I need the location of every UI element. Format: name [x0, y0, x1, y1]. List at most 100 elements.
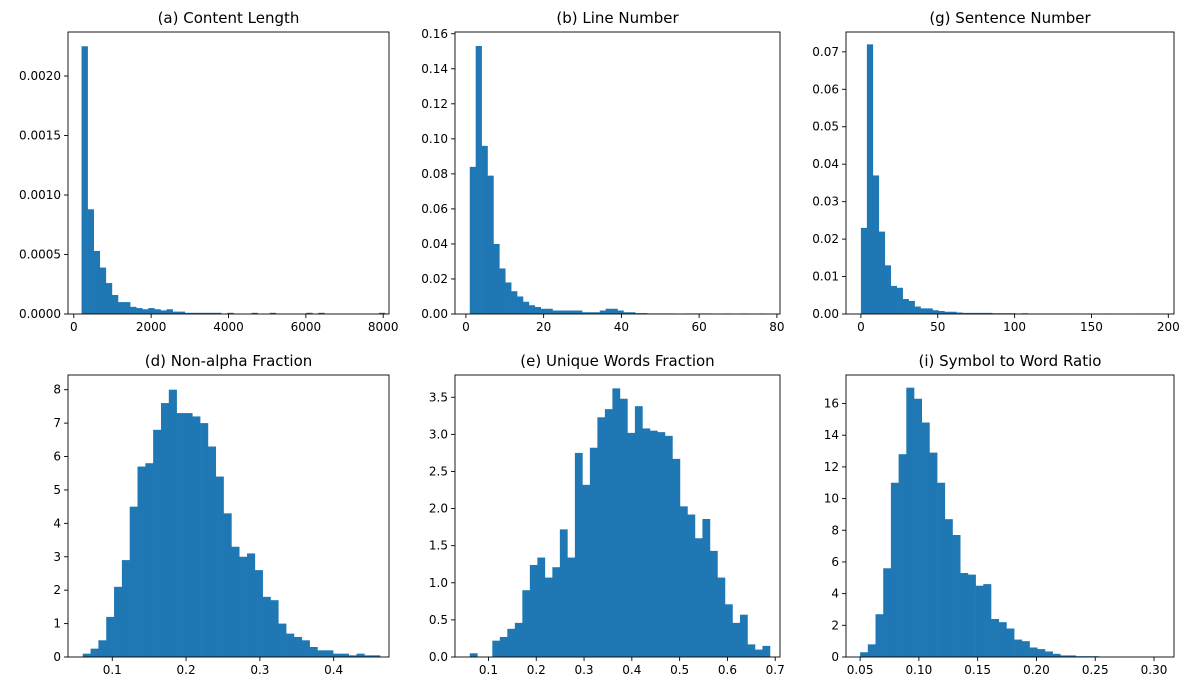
histogram-bar	[269, 312, 277, 314]
chart-title: (d) Non-alpha Fraction	[145, 352, 313, 370]
histogram-bar	[192, 416, 201, 657]
histogram-bar	[920, 308, 927, 314]
x-tick-label: 0.10	[906, 663, 933, 677]
histogram-bar	[582, 312, 589, 314]
x-tick-label: 200	[1157, 320, 1180, 334]
histogram-bar	[883, 568, 892, 657]
histogram-bar	[878, 231, 886, 314]
histogram-bar	[559, 529, 568, 657]
histogram-bar	[121, 560, 130, 657]
histogram-bar	[251, 312, 258, 314]
histogram-bar	[593, 312, 601, 314]
x-tick-label: 50	[930, 320, 945, 334]
histogram-bar	[717, 577, 726, 657]
panel-line-number: 0 20 40 60 80 0.00 0.02 0.04 0.06 0.08 0.10 0.12 0.1…	[421, 9, 784, 334]
histogram-bar	[142, 309, 149, 314]
y-tick-label: 10	[824, 492, 839, 506]
x-tick-label: 2000	[136, 320, 167, 334]
histogram-bar	[558, 310, 565, 314]
y-tick-label: 2.0	[429, 502, 448, 516]
axes-frame	[454, 31, 781, 315]
y-tick-label: 4	[53, 516, 61, 530]
histogram-bar	[348, 655, 357, 657]
histogram-bar	[184, 413, 193, 657]
y-tick-label: 8	[831, 523, 839, 537]
y-tick-label: 1.5	[429, 539, 448, 553]
histogram-bar	[469, 166, 476, 314]
x-tick-label: 0.3	[574, 663, 593, 677]
histogram-bar	[172, 311, 179, 314]
x-tick-label: 0.2	[527, 663, 546, 677]
histogram-bar	[215, 312, 222, 314]
x-tick-label: 8000	[368, 320, 399, 334]
histogram-bar	[537, 557, 546, 657]
axes-frame	[67, 374, 390, 658]
x-tick-label: 150	[1080, 320, 1103, 334]
x-tick-label: 0.1	[479, 663, 498, 677]
histogram-bar	[168, 389, 177, 657]
bars-content-length	[81, 46, 386, 314]
histogram-bar	[227, 312, 234, 314]
histogram-bar	[914, 398, 923, 657]
y-tick-label: 0.07	[812, 45, 839, 59]
histogram-bar	[552, 567, 561, 657]
y-tick-label: 0.01	[812, 270, 839, 284]
histogram-bar	[286, 633, 295, 657]
histogram-bar	[974, 312, 981, 314]
histogram-bar	[1029, 647, 1038, 657]
y-tick-label: 0	[831, 650, 839, 664]
y-tick-label: 0.5	[429, 613, 448, 627]
histogram-bar	[528, 305, 536, 314]
y-tick-label: 5	[53, 483, 61, 497]
histogram-bar	[872, 175, 880, 314]
x-tick-label: 0.1	[103, 663, 122, 677]
histogram-bar	[599, 310, 606, 314]
histogram-bar	[148, 308, 155, 314]
x-tick-label: 0.20	[1023, 663, 1050, 677]
y-tick-label: 1.0	[429, 576, 448, 590]
y-tick-label: 0.0015	[19, 129, 61, 143]
histogram-bar	[507, 628, 516, 657]
histogram-bar	[317, 650, 326, 657]
histogram-bar	[574, 452, 583, 657]
histogram-bar	[672, 458, 681, 657]
histogram-bar	[902, 299, 909, 314]
histogram-bar	[87, 209, 94, 314]
histogram-bar	[522, 301, 530, 314]
bars-non-alpha-fraction	[82, 389, 381, 657]
histogram-bar	[944, 519, 953, 657]
histogram-bar	[649, 430, 658, 657]
y-tick-label: 0.0000	[19, 307, 61, 321]
histogram-bar	[505, 282, 512, 314]
histogram-bar	[709, 550, 718, 657]
y-tick-label: 14	[824, 428, 839, 442]
y-tick-label: 0.02	[421, 272, 448, 286]
y-tick-label: 0.06	[421, 202, 448, 216]
histogram-bar	[544, 577, 553, 657]
histogram-bar	[223, 513, 232, 657]
histogram-bar	[99, 267, 107, 314]
y-tick-label: 0.08	[421, 167, 448, 181]
y-tick-label: 0.05	[812, 120, 839, 134]
histogram-bar	[540, 308, 547, 314]
x-tick-label: 100	[1003, 320, 1026, 334]
histogram-bar	[145, 463, 154, 657]
histogram-bar	[493, 243, 500, 314]
histogram-bar	[762, 645, 771, 657]
x-tick-label: 4000	[213, 320, 244, 334]
panel-sentence-number: 0 50 100 150 200 0.00 0.01 0.02 0.03 0.04 0.05 0.06…	[812, 9, 1179, 334]
y-tick-label: 16	[824, 397, 839, 411]
histogram-bar	[481, 145, 488, 314]
panel-non-alpha-fraction: 0.1 0.2 0.3 0.4 0 1 2 3 4 5 6 7 8 (d) Non-alpha Fract…	[53, 352, 390, 677]
x-tick-label: 0.5	[670, 663, 689, 677]
histogram-bar	[301, 640, 310, 657]
histogram-bar	[178, 311, 186, 314]
x-tick-label: 0.15	[964, 663, 991, 677]
histogram-bar	[898, 454, 907, 657]
histogram-bar	[293, 636, 303, 657]
histogram-bar	[129, 506, 138, 657]
y-tick-label: 0.02	[812, 232, 839, 246]
y-tick-label: 0.0005	[19, 248, 61, 262]
axes-frame	[845, 374, 1175, 658]
histogram-bar	[196, 312, 204, 314]
